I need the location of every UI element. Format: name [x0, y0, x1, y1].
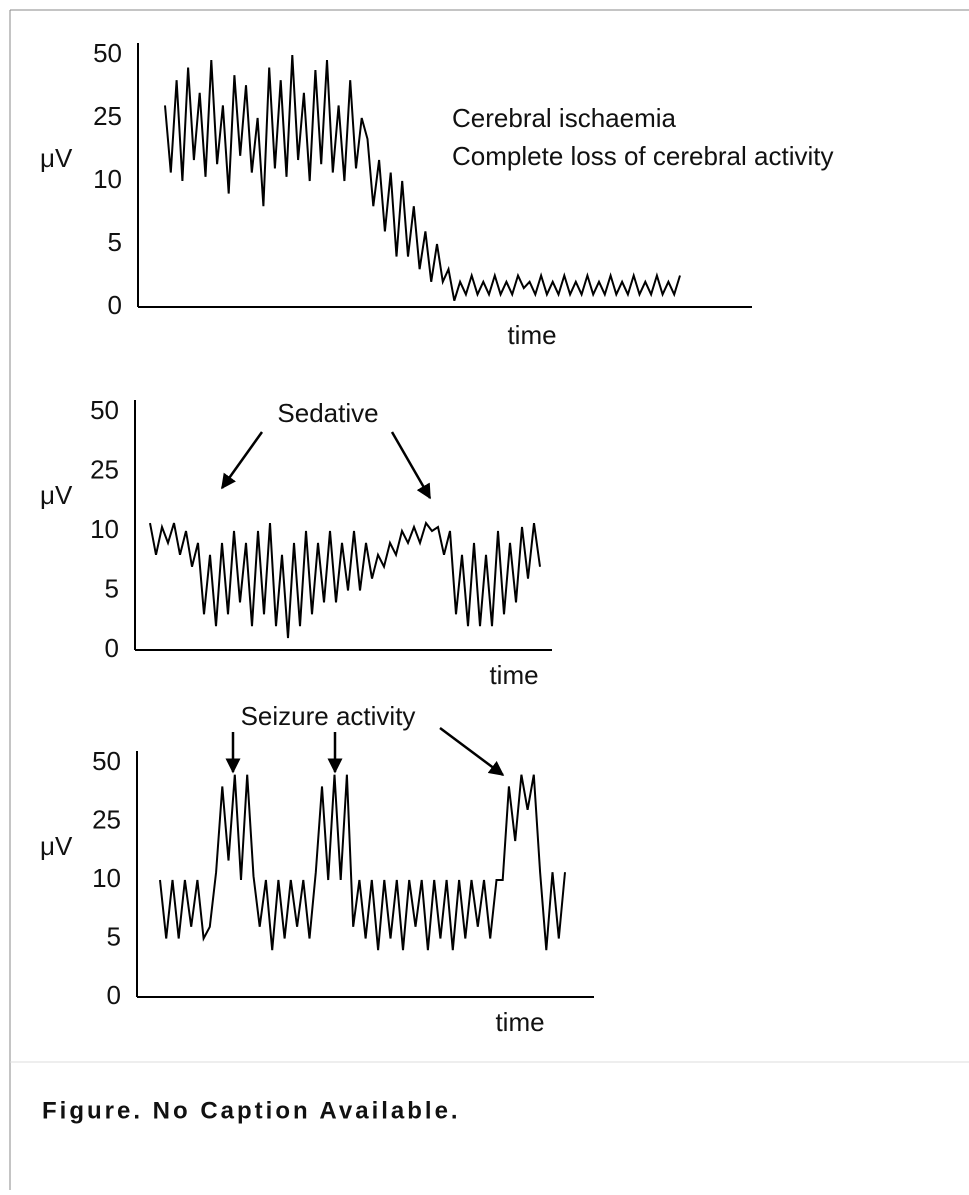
y-tick-label: 50: [92, 746, 121, 776]
y-tick-label: 50: [90, 395, 119, 425]
y-axis-label: μV: [40, 143, 73, 173]
trace: [164, 54, 681, 301]
arrows: [220, 431, 505, 777]
y-tick-label: 5: [105, 573, 119, 603]
caption: Figure. No Caption Available.: [42, 1097, 461, 1124]
annotation: Complete loss of cerebral activity: [452, 141, 833, 171]
y-tick-label: 10: [90, 514, 119, 544]
arrow: [220, 431, 264, 490]
x-axis-label: time: [507, 320, 556, 350]
trace: [159, 774, 566, 951]
annotation: Cerebral ischaemia: [452, 103, 677, 133]
y-tick-label: 0: [105, 633, 119, 663]
y-tick-label: 25: [90, 454, 119, 484]
y-tick-label: 5: [108, 227, 122, 257]
arrow: [439, 726, 505, 777]
y-axis-label: μV: [40, 480, 73, 510]
y-tick-label: 10: [93, 164, 122, 194]
annotation: Sedative: [277, 398, 378, 428]
y-axis-label: μV: [40, 831, 73, 861]
x-axis-label: time: [489, 660, 538, 690]
y-tick-label: 0: [107, 980, 121, 1010]
x-axis-label: time: [495, 1007, 544, 1037]
trace: [149, 520, 541, 639]
y-tick-label: 5: [107, 921, 121, 951]
y-tick-label: 25: [93, 101, 122, 131]
y-tick-label: 0: [108, 290, 122, 320]
y-tick-label: 10: [92, 863, 121, 893]
annotation: Seizure activity: [241, 701, 416, 731]
arrow: [390, 431, 432, 500]
y-tick-label: 50: [93, 38, 122, 68]
y-tick-label: 25: [92, 804, 121, 834]
